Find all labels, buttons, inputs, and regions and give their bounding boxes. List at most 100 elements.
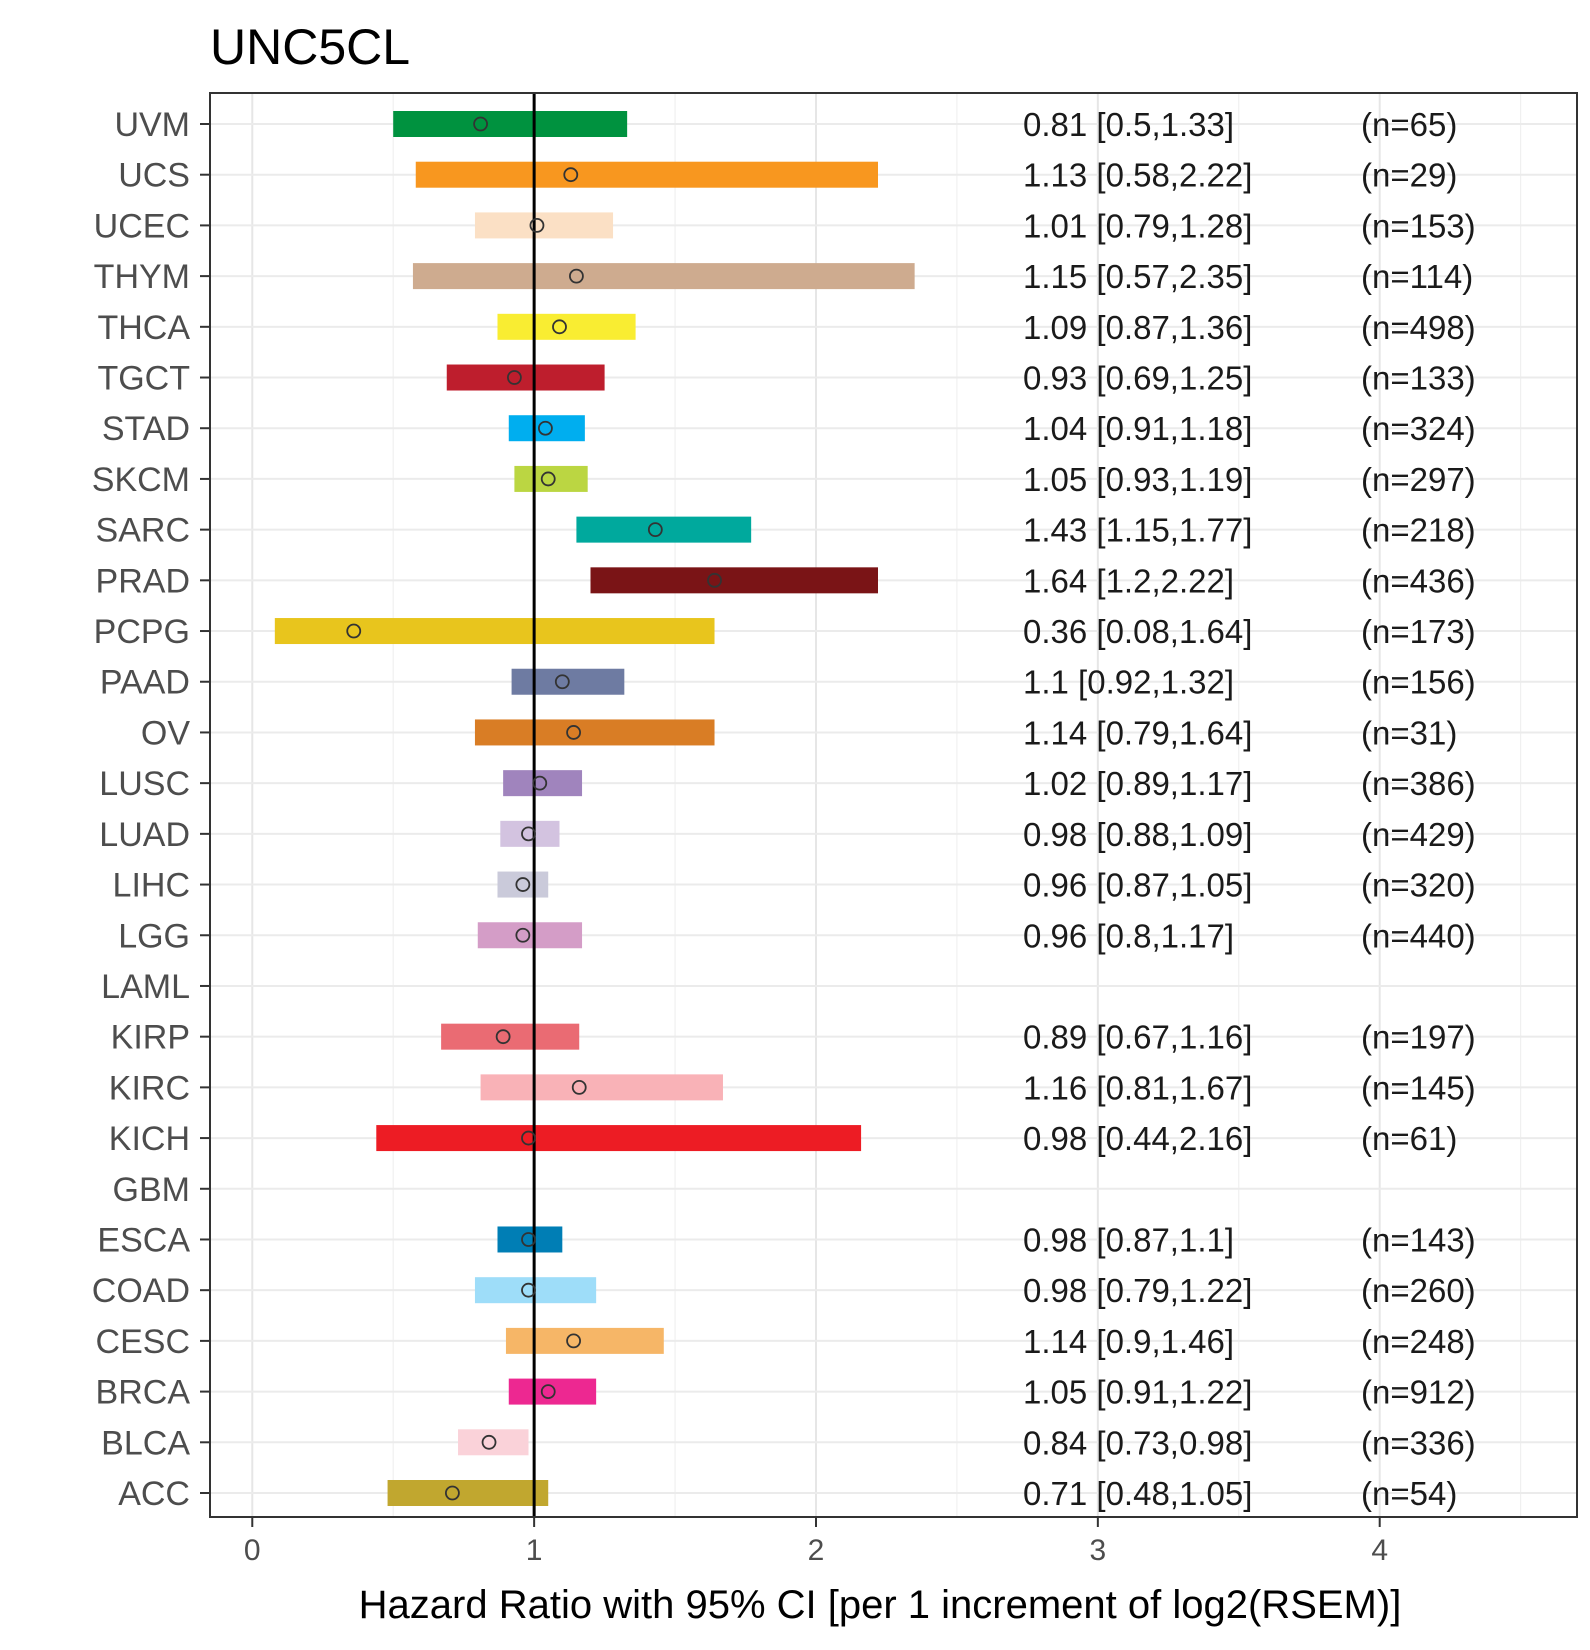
y-tick-label-laml: LAML	[101, 968, 190, 1006]
y-tick-label-kirc: KIRC	[109, 1069, 190, 1107]
n-annotation-uvm: (n=65)	[1361, 106, 1457, 143]
x-tick-label: 0	[244, 1534, 261, 1567]
n-annotation-kirp: (n=197)	[1361, 1019, 1476, 1056]
ci-bar-sarc	[576, 516, 752, 543]
n-annotation-skcm: (n=297)	[1361, 461, 1476, 498]
ci-annotation-tgct: 0.93 [0.69,1.25]	[1023, 360, 1252, 397]
ci-bar-tgct	[446, 364, 605, 391]
hr-point-lihc	[515, 877, 531, 892]
ci-annotation-thca: 1.09 [0.87,1.36]	[1023, 309, 1252, 346]
ci-annotation-blca: 0.84 [0.73,0.98]	[1023, 1424, 1252, 1461]
hr-point-kich	[521, 1130, 536, 1146]
hr-point-ucec	[529, 218, 545, 233]
x-tick-label: 1	[526, 1534, 543, 1567]
ci-bar-blca	[458, 1429, 529, 1456]
ci-annotation-kirc: 1.16 [0.81,1.67]	[1023, 1069, 1252, 1106]
ci-annotation-uvm: 0.81 [0.5,1.33]	[1023, 106, 1234, 143]
ci-bar-pcpg	[274, 618, 715, 645]
ci-bar-prad	[590, 567, 878, 594]
n-annotation-coad: (n=260)	[1361, 1272, 1476, 1309]
y-tick-label-thym: THYM	[94, 258, 190, 296]
y-tick-label-lihc: LIHC	[113, 867, 190, 905]
n-annotation-esca: (n=143)	[1361, 1221, 1476, 1258]
ci-annotation-ov: 1.14 [0.79,1.64]	[1023, 714, 1252, 751]
x-tick-label: 4	[1371, 1534, 1388, 1567]
ci-bar-lusc	[503, 770, 583, 797]
plot-panel-border	[209, 92, 1578, 1518]
ci-annotation-luad: 0.98 [0.88,1.09]	[1023, 816, 1252, 853]
annotations: 0.81 [0.5,1.33] (n=65) 1.13 [0.58,2.22] (n=…	[1023, 106, 1476, 1512]
ci-annotation-cesc: 1.14 [0.9,1.46]	[1023, 1323, 1234, 1360]
ci-bar-acc	[387, 1480, 549, 1506]
y-tick-label-ucs: UCS	[118, 157, 190, 195]
hr-point-tgct	[507, 370, 522, 385]
ci-bar-stad	[508, 415, 585, 442]
ci-annotation-sarc: 1.43 [1.15,1.77]	[1023, 512, 1252, 549]
n-annotation-ucec: (n=153)	[1361, 207, 1476, 244]
y-tick-label-ucec: UCEC	[94, 207, 190, 245]
ci-bar-kirc	[480, 1074, 723, 1101]
hr-point-lgg	[515, 927, 531, 943]
hr-point-esca	[521, 1232, 536, 1247]
n-annotation-lusc: (n=386)	[1361, 765, 1476, 802]
ci-annotation-thym: 1.15 [0.57,2.35]	[1023, 258, 1252, 295]
ci-bar-thym	[412, 263, 915, 290]
ci-bar-lihc	[497, 871, 549, 898]
y-tick-label-blca: BLCA	[101, 1424, 190, 1462]
y-tick-label-tgct: TGCT	[97, 360, 190, 398]
n-annotation-ucs: (n=29)	[1361, 157, 1457, 194]
hr-point-prad	[707, 572, 722, 588]
n-annotation-ov: (n=31)	[1361, 714, 1457, 751]
ci-bar-cesc	[505, 1327, 664, 1354]
y-tick-label-cesc: CESC	[96, 1323, 190, 1361]
ci-annotation-kich: 0.98 [0.44,2.16]	[1023, 1120, 1252, 1157]
n-annotation-thym: (n=114)	[1361, 258, 1473, 295]
y-tick-label-prad: PRAD	[96, 562, 190, 600]
ci-bar-ov	[474, 719, 715, 746]
y-tick-label-thca: THCA	[97, 309, 190, 347]
n-annotation-thca: (n=498)	[1361, 309, 1476, 346]
ci-bars	[274, 111, 915, 1506]
x-tick-label: 3	[1090, 1534, 1107, 1567]
y-tick-label-stad: STAD	[102, 410, 190, 448]
n-annotation-lgg: (n=440)	[1361, 917, 1476, 954]
ci-annotation-coad: 0.98 [0.79,1.22]	[1023, 1272, 1252, 1309]
n-annotation-kirc: (n=145)	[1361, 1069, 1476, 1106]
hr-point-pcpg	[346, 623, 362, 639]
x-tick-label: 2	[808, 1534, 825, 1567]
ci-annotation-prad: 1.64 [1.2,2.22]	[1023, 562, 1234, 599]
n-annotation-stad: (n=324)	[1361, 410, 1476, 447]
n-annotation-lihc: (n=320)	[1361, 867, 1476, 904]
chart-title: UNC5CL	[210, 19, 410, 75]
n-annotation-cesc: (n=248)	[1361, 1323, 1476, 1360]
hr-point-blca	[481, 1434, 497, 1450]
n-annotation-pcpg: (n=173)	[1361, 613, 1476, 650]
y-tick-label-skcm: SKCM	[92, 461, 190, 499]
ci-annotation-skcm: 1.05 [0.93,1.19]	[1023, 461, 1252, 498]
y-tick-label-kich: KICH	[109, 1120, 190, 1158]
hr-point-kirc	[571, 1079, 587, 1095]
hr-point-thym	[569, 268, 584, 284]
hr-point-uvm	[473, 116, 488, 132]
hr-point-lusc	[532, 775, 548, 791]
ci-bar-skcm	[514, 465, 588, 492]
n-annotation-sarc: (n=218)	[1361, 512, 1476, 549]
hr-point-brca	[540, 1384, 556, 1399]
y-tick-label-coad: COAD	[92, 1272, 190, 1310]
n-annotation-kich: (n=61)	[1361, 1120, 1457, 1157]
y-axis: UVM UCS UCEC THYM THCA TGCT STAD SKCM SARC PRAD PC…	[92, 106, 210, 1513]
ci-annotation-kirp: 0.89 [0.67,1.16]	[1023, 1019, 1252, 1056]
ci-annotation-pcpg: 0.36 [0.08,1.64]	[1023, 613, 1252, 650]
hr-point-ov	[566, 725, 581, 740]
y-tick-label-gbm: GBM	[113, 1171, 190, 1209]
ci-bar-brca	[508, 1378, 597, 1405]
hr-point-luad	[521, 826, 536, 842]
n-annotation-tgct: (n=133)	[1361, 360, 1476, 397]
n-annotation-paad: (n=156)	[1361, 664, 1476, 701]
ci-annotation-stad: 1.04 [0.91,1.18]	[1023, 410, 1252, 447]
n-annotation-blca: (n=336)	[1361, 1424, 1476, 1461]
hr-point-acc	[444, 1485, 460, 1501]
hr-point-coad	[521, 1282, 536, 1298]
n-annotation-acc: (n=54)	[1361, 1475, 1457, 1512]
hr-point-stad	[538, 420, 553, 436]
